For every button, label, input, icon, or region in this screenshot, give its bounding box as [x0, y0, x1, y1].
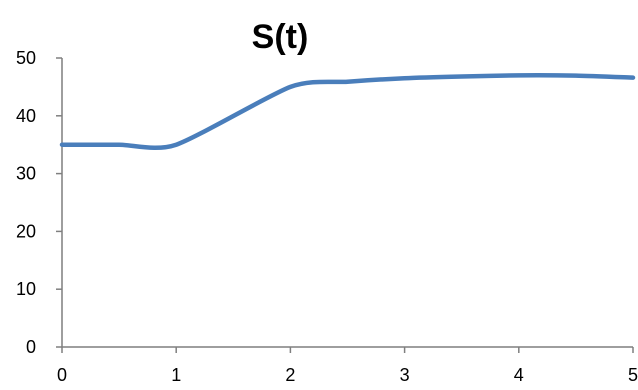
series-line	[59, 73, 636, 150]
chart-title: S(t)	[252, 18, 309, 56]
x-tick-label: 5	[628, 365, 638, 385]
y-tick-label: 20	[16, 221, 36, 241]
x-tick-label: 3	[400, 365, 410, 385]
y-tick-label: 10	[16, 279, 36, 299]
x-ticks: 0 1 2 3 4 5	[57, 347, 638, 385]
y-tick-label: 0	[26, 337, 36, 357]
y-tick-label: 30	[16, 164, 36, 184]
y-ticks: 0 10 20 30 40 50	[16, 48, 62, 357]
y-tick-label: 40	[16, 106, 36, 126]
x-tick-label: 0	[57, 365, 67, 385]
x-tick-label: 2	[285, 365, 295, 385]
axes	[61, 58, 633, 348]
y-tick-label: 50	[16, 48, 36, 68]
x-tick-label: 4	[514, 365, 524, 385]
x-tick-label: 1	[171, 365, 181, 385]
series-layer	[59, 73, 636, 150]
